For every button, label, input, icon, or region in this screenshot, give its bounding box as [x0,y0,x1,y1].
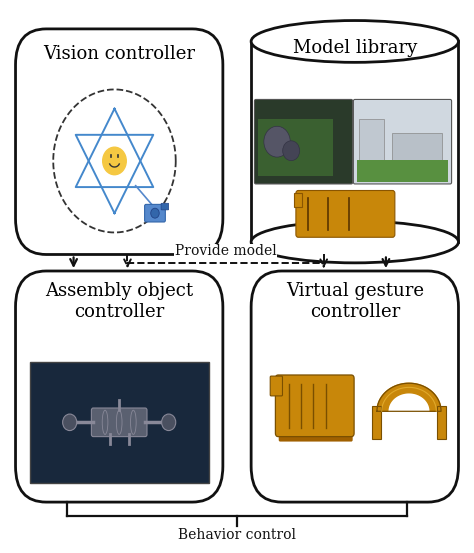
Bar [359,119,384,164]
FancyBboxPatch shape [293,193,302,207]
Circle shape [63,414,77,431]
FancyBboxPatch shape [270,376,283,396]
Ellipse shape [251,221,458,263]
Text: Assembly object
controller: Assembly object controller [45,282,193,321]
FancyBboxPatch shape [255,100,353,184]
FancyBboxPatch shape [91,408,147,437]
Circle shape [264,126,290,157]
Text: Provide model: Provide model [175,244,276,258]
Ellipse shape [251,20,458,62]
Bar [392,133,442,178]
Text: Virtual gesture
controller: Virtual gesture controller [286,282,424,321]
Bar [357,160,448,182]
FancyBboxPatch shape [279,431,353,441]
FancyBboxPatch shape [145,205,165,222]
FancyBboxPatch shape [16,271,223,502]
Text: Model library: Model library [292,39,417,57]
FancyBboxPatch shape [296,190,395,237]
Text: Behavior control: Behavior control [178,528,296,542]
FancyBboxPatch shape [354,100,452,184]
Circle shape [283,141,300,160]
FancyBboxPatch shape [161,204,169,210]
Polygon shape [377,383,441,411]
Circle shape [103,147,126,175]
Bar [372,406,381,439]
Bar [438,406,446,439]
FancyBboxPatch shape [275,375,354,437]
Circle shape [162,414,176,431]
Circle shape [151,208,159,218]
FancyBboxPatch shape [30,362,209,483]
FancyBboxPatch shape [258,119,333,175]
Bar [251,41,458,242]
Text: Vision controller: Vision controller [43,45,195,64]
FancyBboxPatch shape [16,29,223,254]
FancyBboxPatch shape [251,271,458,502]
